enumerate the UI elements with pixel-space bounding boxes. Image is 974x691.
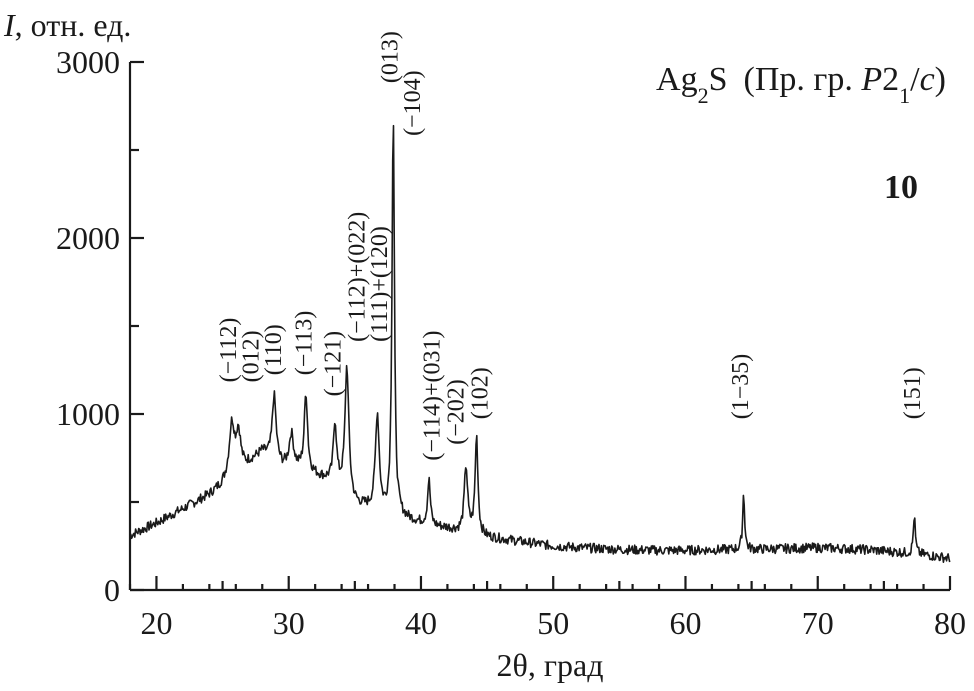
peak-label: (−121) [321, 331, 347, 397]
x-tick-label: 40 [405, 605, 437, 641]
y-tick-label: 0 [104, 572, 120, 608]
peak-label: (1−35) [728, 354, 754, 420]
peak-label: (110) [261, 324, 287, 375]
x-tick-label: 20 [140, 605, 172, 641]
x-ticks: 20 30 40 50 60 70 80 [128, 576, 966, 641]
panel-number: 10 [884, 169, 918, 206]
peak-label: (−112) [216, 318, 242, 383]
x-tick-label: 60 [669, 605, 701, 641]
peak-label: (012) [239, 330, 265, 382]
peak-label: (−113) [291, 311, 317, 376]
peak-label: (102) [467, 367, 493, 419]
peak-label: (−202) [444, 379, 470, 445]
y-tick-label: 3000 [56, 44, 120, 80]
x-tick-label: 80 [934, 605, 966, 641]
compound-annotation: Ag2S (Пр. гр. P21/c) [656, 61, 946, 108]
x-tick-label: 50 [537, 605, 569, 641]
y-ticks: 0 1000 2000 3000 [56, 44, 144, 608]
diffraction-pattern-line [129, 124, 951, 563]
peak-label: (111)+(120) [367, 226, 393, 342]
y-tick-label: 2000 [56, 220, 120, 256]
x-axis-title: 2θ, град [497, 647, 604, 683]
x-tick-label: 70 [802, 605, 834, 641]
y-axis-title: I, отн. ед. [3, 7, 131, 43]
peak-labels: (−112)(012)(110) (−113) (−121)(−112)+(022)… [216, 31, 926, 461]
x-tick-label: 30 [273, 605, 305, 641]
y-tick-label: 1000 [56, 396, 120, 432]
axes [128, 62, 950, 592]
peak-label: (−104) [400, 70, 426, 136]
peak-label: (−112)+(022) [344, 212, 370, 342]
peak-label: (−114)+(031) [420, 330, 446, 460]
peak-label: (013) [377, 31, 403, 83]
peak-label: (151) [900, 367, 926, 419]
